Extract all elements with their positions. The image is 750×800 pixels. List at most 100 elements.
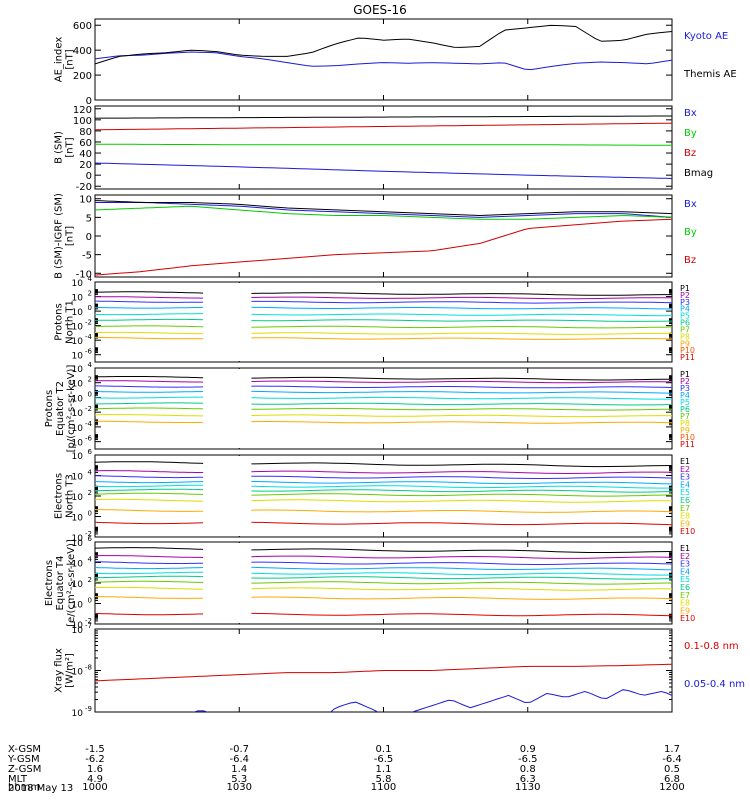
plot-frame: [94, 18, 673, 101]
legend-label: P10: [680, 433, 695, 442]
channel-line-e3: [95, 475, 204, 479]
y-tick-label: 10: [72, 380, 84, 390]
legend-label: E2: [680, 552, 690, 561]
channel-line-e6: [95, 488, 204, 492]
y-axis-label: North T1: [65, 300, 76, 344]
channel-line-p1: [95, 376, 204, 379]
x-tick-value: 1.1: [376, 764, 392, 775]
channel-line-e9: [95, 509, 204, 512]
y-tick-label: 10: [72, 709, 84, 719]
series-line-by: [95, 143, 672, 146]
channel-line-p2: [95, 380, 204, 383]
channel-line-e5: [95, 571, 204, 575]
plot-area: [95, 543, 672, 623]
legend-label: P6: [680, 405, 690, 414]
x-tick-value: 1030: [227, 782, 252, 793]
y-axis-label: Equator T4: [55, 556, 66, 611]
channel-line-p4: [251, 390, 672, 394]
legend-label: E1: [680, 457, 690, 466]
legend-label: E4: [680, 480, 690, 489]
legend-label: E5: [680, 575, 690, 584]
y-axis-label: Equator T2: [55, 381, 66, 436]
series-line-0-1-0-8-nm: [95, 663, 672, 682]
channel-line-e10: [251, 521, 672, 526]
legend-label: E5: [680, 488, 690, 497]
y-tick-label: 10: [72, 409, 84, 419]
x-row-label: hhmm: [8, 782, 40, 793]
channel-line-p7: [251, 325, 672, 329]
channel-line-e1: [251, 548, 672, 553]
y-tick-exponent: -2: [85, 319, 92, 327]
panel-ae: 0 200 400 600 AE_index [nT] Kyoto AE Themis AE: [54, 18, 737, 107]
data-gap: [203, 543, 252, 623]
legend-label: P6: [680, 319, 690, 328]
legend-label: E4: [680, 567, 690, 576]
legend-label: P10: [680, 346, 695, 355]
legend-label: P7: [680, 412, 690, 421]
channel-line-p6: [95, 402, 204, 405]
channel-line-e3: [251, 561, 672, 565]
legend-label: P3: [680, 298, 690, 307]
channel-line-p3: [95, 300, 204, 303]
y-tick-label: -20: [76, 182, 92, 193]
y-tick-exponent: 0: [88, 510, 92, 518]
channel-line-p6: [95, 318, 204, 321]
series-line-bz: [95, 122, 672, 131]
y-tick-exponent: 4: [88, 556, 93, 564]
x-tick-value: -6.2: [85, 754, 105, 765]
plot-area: [95, 24, 672, 71]
legend-label: E9: [680, 606, 690, 615]
y-tick-exponent: 2: [88, 576, 92, 584]
channel-line-p7: [251, 407, 672, 411]
legend-label: E1: [680, 544, 690, 553]
x-tick-value: 1200: [659, 782, 684, 793]
y-tick-exponent: 2: [88, 489, 92, 497]
channel-line-e4: [95, 567, 204, 570]
channel-line-e9: [95, 596, 204, 599]
legend-label: Bx: [684, 199, 697, 210]
plot-area: [95, 456, 672, 536]
channel-line-e6: [251, 576, 672, 580]
legend-label: E6: [680, 583, 690, 592]
y-axis-label: B (SM)-IGRF (SM): [54, 193, 65, 279]
y-tick-label: 10: [72, 534, 84, 544]
y-axis-label: [W/m²]: [65, 653, 76, 688]
y-tick-label: 20: [79, 160, 92, 171]
channel-line-p2: [251, 380, 672, 384]
channel-line-e7: [95, 580, 204, 583]
channel-line-p4: [95, 391, 204, 393]
y-tick-label: 10: [72, 539, 84, 549]
legend-label: E7: [680, 504, 690, 513]
y-tick-label: 10: [72, 621, 84, 631]
y-tick-label: 400: [73, 46, 92, 57]
y-tick-label: 10: [72, 473, 84, 483]
channel-line-p5: [251, 396, 672, 400]
legend-label: P1: [680, 284, 690, 293]
y-tick-label: 10: [72, 294, 84, 304]
x-tick-value: -6.4: [229, 754, 249, 765]
data-gap: [203, 369, 252, 448]
plot-area: [95, 663, 672, 712]
legend-label: P4: [680, 305, 690, 314]
plot-area: [95, 200, 672, 276]
channel-line-p9: [95, 420, 204, 423]
legend-label: Bz: [684, 255, 696, 266]
channel-line-p3: [251, 300, 672, 304]
channel-line-e8: [95, 498, 204, 502]
y-tick-label: 10: [72, 514, 84, 524]
y-tick-exponent: -2: [85, 617, 92, 625]
series-line-themis-ae: [95, 24, 672, 65]
channel-line-p1: [95, 291, 204, 294]
y-tick-label: 10: [72, 452, 84, 462]
channel-line-p7: [95, 407, 204, 410]
x-row-label: Y-GSM: [7, 754, 40, 765]
legend-label: Kyoto AE: [684, 31, 728, 42]
x-tick-value: -0.7: [229, 744, 249, 755]
legend-label: P7: [680, 325, 690, 334]
legend-label: Bx: [684, 108, 697, 119]
channel-line-e10: [95, 612, 204, 616]
channel-line-e7: [95, 492, 204, 495]
y-axis-label: Protons: [44, 390, 55, 427]
